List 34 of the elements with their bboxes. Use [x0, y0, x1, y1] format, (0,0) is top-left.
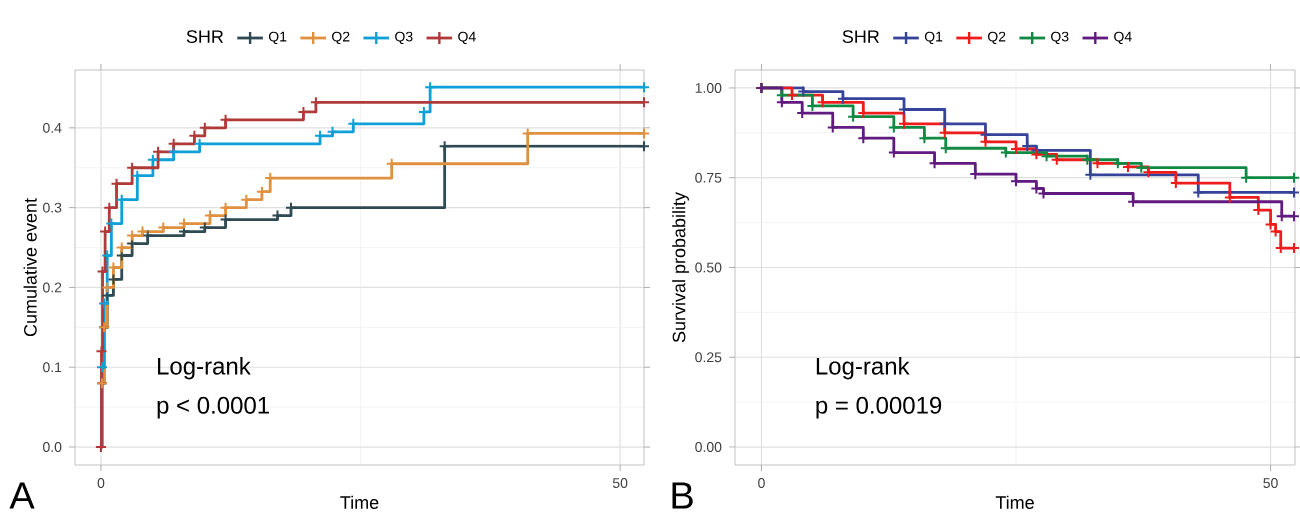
legend-title: SHR: [186, 30, 224, 43]
annotation: Log-rank: [816, 357, 910, 380]
legend-label: Q2: [332, 31, 350, 45]
text: B: [672, 482, 693, 509]
legend-label: Q1: [268, 31, 287, 45]
y-tick-label: 0.0: [43, 442, 62, 452]
annotation: p = 0.00019: [816, 396, 942, 419]
y-tick-label: 0.4: [43, 122, 62, 133]
text: A: [9, 482, 35, 509]
y-tick-label: 0.50: [695, 262, 722, 273]
y-axis-title: Cumulative event: [23, 198, 37, 337]
legend-label: Q2: [987, 31, 1006, 45]
legend-label: Q4: [458, 31, 476, 45]
legend-title: SHR: [842, 30, 879, 43]
x-tick-label: 0: [97, 478, 105, 488]
x-tick-label: 50: [612, 478, 628, 488]
x-axis-title: Time: [340, 495, 379, 509]
x-tick-label: 50: [1263, 478, 1278, 488]
legend-label: Q4: [1114, 31, 1132, 45]
annotation: p < 0.0001: [157, 396, 269, 419]
y-axis-title: Survival probability: [672, 192, 689, 343]
legend-label: Q3: [1051, 31, 1069, 45]
x-axis-title: Time: [995, 495, 1034, 509]
y-tick-label: 0.75: [695, 172, 722, 183]
x-tick-label: 0: [758, 478, 765, 488]
y-tick-label: 0.3: [43, 202, 62, 213]
y-tick-label: 0.1: [43, 362, 62, 373]
legend-label: Q3: [395, 31, 413, 45]
y-tick-label: 0.25: [695, 352, 722, 363]
y-tick-label: 1.00: [695, 83, 722, 93]
y-tick-label: 0.00: [695, 442, 722, 452]
y-tick-label: 0.2: [43, 282, 62, 293]
legend-label: Q1: [924, 31, 943, 45]
annotation: Log-rank: [158, 357, 251, 380]
